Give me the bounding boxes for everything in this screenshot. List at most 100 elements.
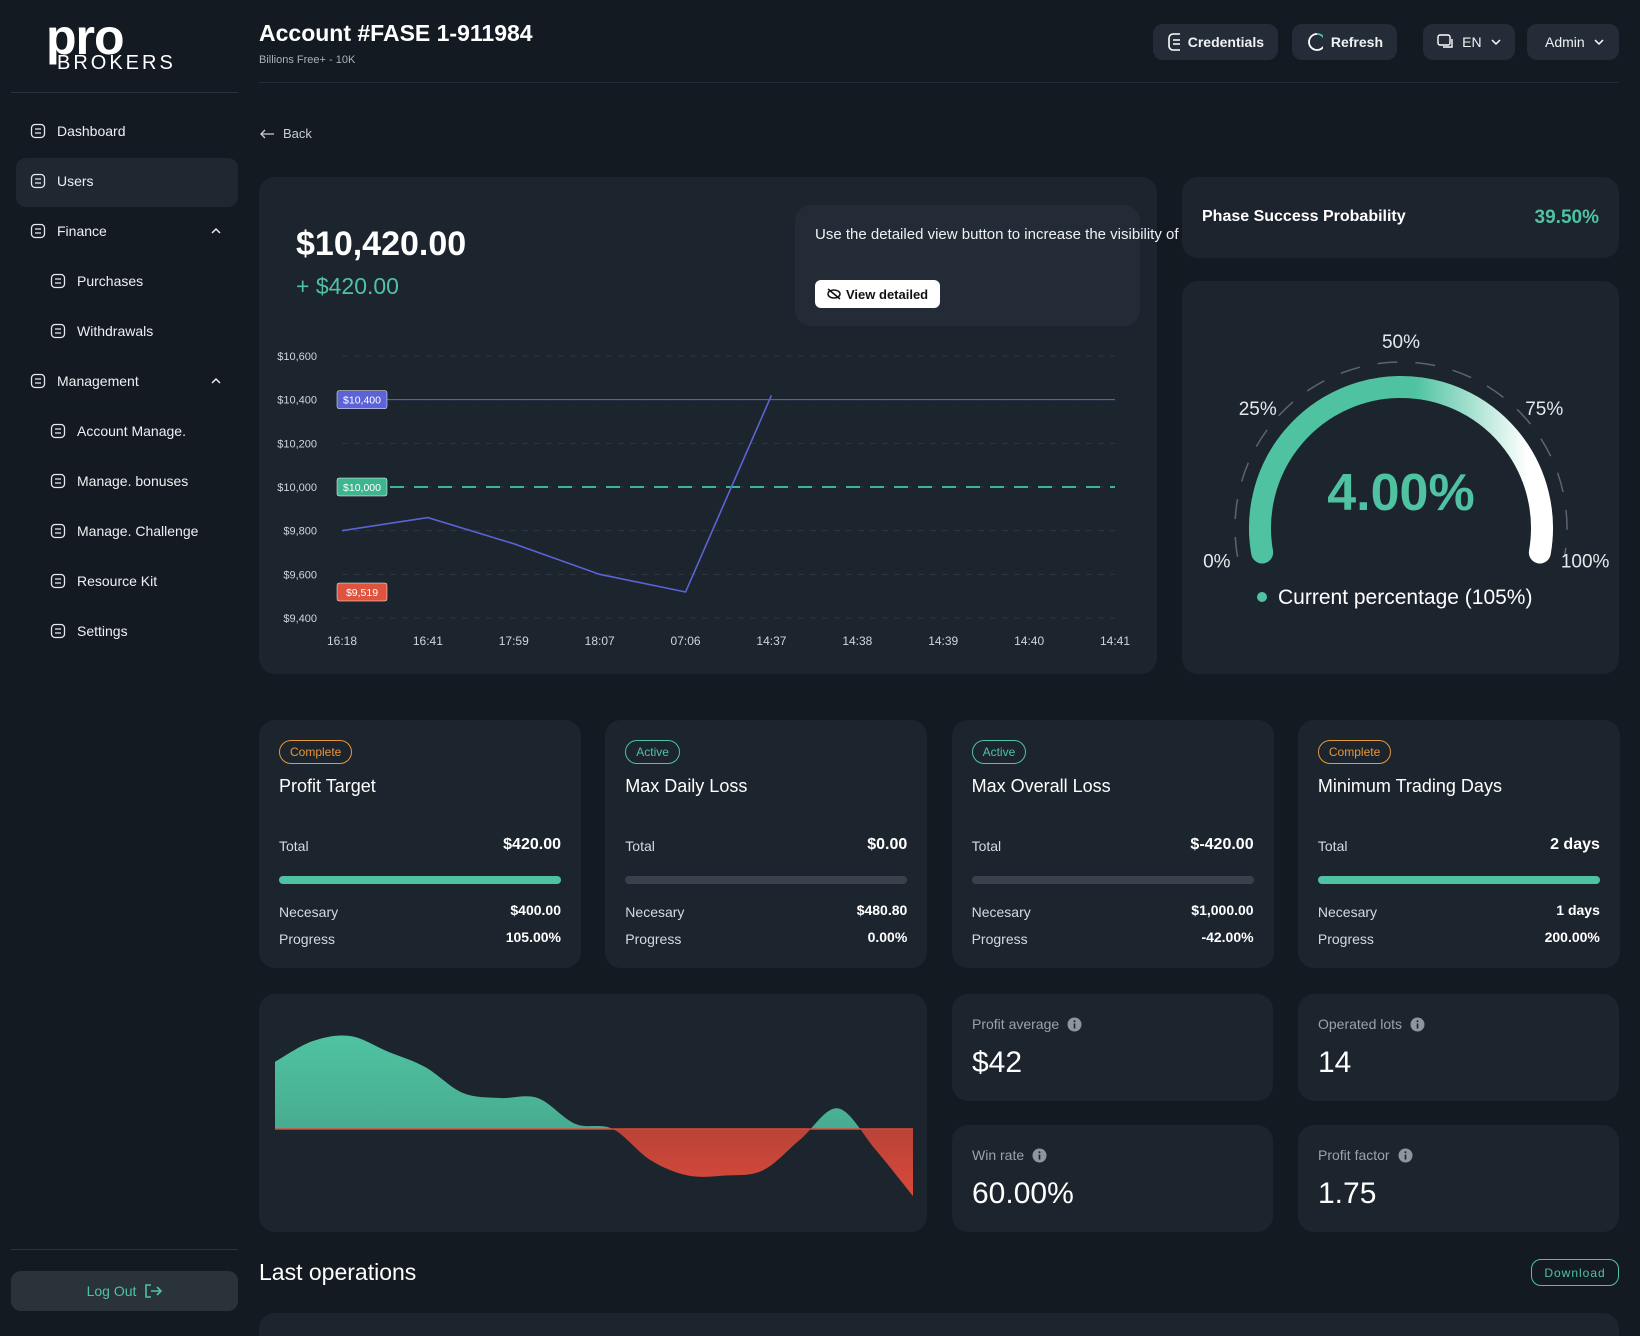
balance-chart: $9,400 $9,600 $9,800 $10,000 $10,200 $10,400 $… (277, 351, 1130, 648)
row-value: 200.00% (1544, 929, 1600, 945)
objective-title: Profit Target (279, 776, 376, 796)
nav-icon (30, 223, 46, 239)
gauge-tick-label: 25% (1239, 399, 1277, 420)
progress-track (1317, 876, 1600, 884)
nav-icon (30, 123, 46, 139)
row-label: Necesary (625, 904, 685, 920)
stat-label: Win rate (972, 1147, 1025, 1163)
back-link[interactable]: Back (259, 126, 312, 141)
page-subtitle: Billions Free+ - 10K (259, 54, 356, 66)
info-icon[interactable] (1398, 1148, 1413, 1163)
refresh-button[interactable]: Refresh (1292, 24, 1397, 60)
nav-item[interactable]: Withdrawals (50, 307, 220, 355)
row-value: $-420.00 (1190, 836, 1254, 853)
nav-item[interactable]: Account Manage. (50, 407, 220, 455)
y-tick-label: $10,200 (277, 438, 317, 450)
nav-icon (30, 173, 46, 189)
row-label: Total (1317, 838, 1348, 854)
row-label: Necesary (1317, 904, 1378, 920)
nav-label: Account Manage. (77, 423, 186, 439)
reference-label: $10,000 (343, 482, 381, 494)
x-tick-label: 17:59 (499, 634, 529, 648)
reference-label: $10,400 (343, 395, 381, 407)
objective-title: Max Daily Loss (625, 776, 748, 796)
icon (1437, 34, 1453, 48)
activity-chart (275, 1035, 913, 1197)
probability-card: Phase Success Probability 39.50% (1182, 177, 1619, 258)
reference-label: $9,519 (346, 587, 378, 599)
download-button[interactable]: Download (1531, 1259, 1619, 1286)
info-icon[interactable] (1032, 1148, 1047, 1163)
y-tick-label: $10,400 (277, 395, 317, 407)
progress-track (971, 876, 1254, 884)
nav-item[interactable]: Management (30, 357, 221, 405)
tip-box: Use the detailed view button to increase… (795, 205, 1340, 326)
row-value: 0.00% (867, 929, 908, 945)
nav-label: Withdrawals (77, 323, 154, 339)
gauge-ring (1234, 361, 1568, 557)
stat-card: Operated lots 14 (1298, 994, 1619, 1101)
row-value: $1,000.00 (1191, 902, 1254, 918)
balance-card: $10,420.00 + $420.00 Use the detailed vi… (259, 177, 1340, 674)
nav-icon (50, 623, 66, 639)
x-tick-label: 16:18 (327, 634, 357, 648)
nav-icon (50, 523, 66, 539)
operations-title: Last operations (259, 1259, 417, 1285)
divider (11, 1249, 238, 1250)
user-menu[interactable]: Admin (1527, 24, 1619, 60)
divider (11, 92, 238, 93)
negative-area (275, 1129, 913, 1197)
nav-item[interactable]: Purchases (50, 257, 220, 305)
nav-label: Dashboard (57, 123, 126, 139)
row-value: -42.00% (1201, 929, 1254, 945)
nav-label: Purchases (77, 273, 144, 289)
status-badge: Complete (1317, 740, 1392, 764)
objective-card: Active Max Daily Loss Total $0.00 Necesary $4… (605, 720, 928, 968)
positive-area (275, 1035, 913, 1129)
objective-card: Complete Profit Target Total $420.00 Necesar… (259, 720, 581, 968)
row-label: Progress (971, 931, 1028, 947)
logout-icon (145, 1284, 163, 1298)
stat-label-row: Win rate (972, 1147, 1047, 1163)
stat-value: 60.00% (972, 1177, 1074, 1210)
status-badge: Active (625, 740, 680, 764)
nav-icon (50, 423, 66, 439)
row-value: $400.00 (510, 902, 561, 918)
row-value: 2 days (1550, 836, 1600, 853)
page-title: Account #FASE 1-911984 (259, 20, 533, 46)
credentials-button[interactable]: Credentials (1153, 24, 1278, 60)
nav-item[interactable]: Users (30, 157, 220, 205)
nav-item[interactable]: Finance (30, 207, 221, 255)
probability-value: 39.50% (1534, 207, 1599, 228)
nav-item[interactable]: Dashboard (30, 107, 220, 155)
x-tick-label: 16:41 (413, 634, 443, 648)
nav-item[interactable]: Settings (50, 607, 220, 655)
info-icon[interactable] (1410, 1017, 1425, 1032)
nav-item[interactable]: Manage. bonuses (50, 457, 220, 505)
row-value: $420.00 (503, 836, 561, 853)
nav-icon (50, 473, 66, 489)
x-tick-label: 14:37 (756, 634, 786, 648)
x-tick-label: 14:41 (1100, 634, 1130, 648)
gauge-tick-label: 0% (1203, 551, 1231, 572)
view-detailed-button[interactable]: View detailed (815, 280, 941, 308)
nav-item[interactable]: Resource Kit (50, 557, 220, 605)
stat-label: Profit average (972, 1016, 1060, 1032)
language-select[interactable]: EN (1423, 24, 1515, 60)
y-tick-label: $9,800 (283, 526, 317, 538)
logout-button[interactable]: Log Out (11, 1271, 238, 1311)
nav-icon (50, 273, 66, 289)
gauge-card: 0% 25% 50% 75% 100% 4.00% Current percentage (… (1182, 281, 1619, 674)
x-tick-label: 14:39 (928, 634, 958, 648)
status-badge: Active (971, 740, 1027, 764)
objective-card: Complete Minimum Trading Days Total 2 days N… (1297, 720, 1620, 968)
probability-title: Phase Success Probability (1202, 208, 1406, 225)
gauge-arc (1249, 376, 1553, 564)
gauge: 0% 25% 50% 75% 100% 4.00% Current percentage (… (1203, 332, 1609, 609)
stat-card: Win rate 60.00% (952, 1125, 1273, 1232)
progress-fill (1317, 876, 1600, 884)
info-icon[interactable] (1067, 1017, 1082, 1032)
row-value: 1 days (1556, 902, 1600, 918)
progress-track (279, 876, 561, 884)
nav-item[interactable]: Manage. Challenge (50, 507, 220, 555)
